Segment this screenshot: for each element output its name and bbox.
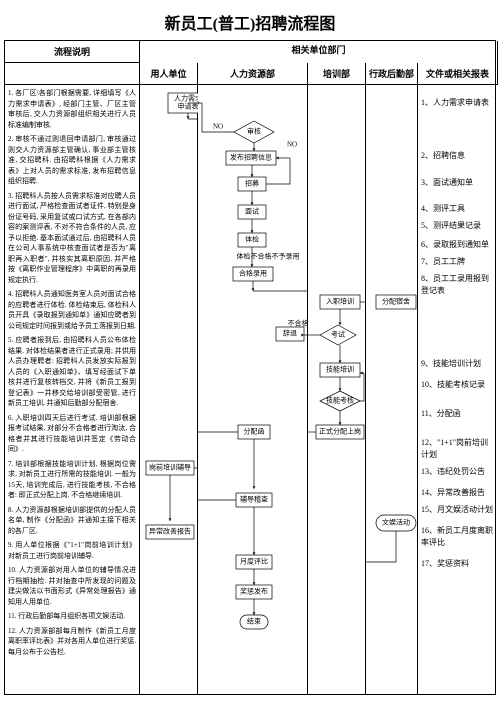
svg-text:面试: 面试 <box>245 207 259 216</box>
svg-text:人力需求: 人力需求 <box>174 94 198 103</box>
svg-text:招募: 招募 <box>245 179 259 188</box>
head-related: 相关单位部门 <box>140 41 498 63</box>
svg-text:正式分配上岗: 正式分配上岗 <box>319 427 361 436</box>
col-files: 1、人力需求申请表 2、招聘信息 3、面试通知单 4、测评工具 5、测评结果记录… <box>418 85 498 695</box>
svg-text:NO: NO <box>287 141 297 149</box>
svg-text:体检: 体检 <box>245 235 259 244</box>
svg-text:NO: NO <box>213 123 223 131</box>
head-flow-desc: 流程说明 <box>5 41 140 63</box>
svg-text:考试: 考试 <box>331 330 345 339</box>
col-training: 入职培训考试技能培训技能考核正式分配上岗 <box>308 85 366 695</box>
svg-text:奖惩发布: 奖惩发布 <box>240 587 268 596</box>
svg-text:结束: 结束 <box>247 617 261 626</box>
svg-text:发布招聘信息: 发布招聘信息 <box>230 153 272 162</box>
svg-text:岗前培训辅导: 岗前培训辅导 <box>149 463 191 472</box>
svg-text:不合格: 不合格 <box>288 319 309 328</box>
head-c3: 培训部 <box>308 63 366 85</box>
desc-col: 1. 各厂区\各部门根据需要, 详细填写《人力需求申请表》, 经部门主管、厂区主… <box>5 85 140 695</box>
svg-text:入职培训: 入职培训 <box>326 297 354 306</box>
svg-text:异常改善报告: 异常改善报告 <box>149 527 191 536</box>
head-c1: 用人单位 <box>140 63 198 85</box>
svg-text:技能培训: 技能培训 <box>326 365 354 374</box>
svg-text:分配宿舍: 分配宿舍 <box>382 297 410 306</box>
svg-text:审核: 审核 <box>247 127 261 136</box>
head-c2: 人力资源部 <box>198 63 308 85</box>
page-title: 新员工(普工)招聘流程图 <box>0 0 500 40</box>
svg-text:辅导稽查: 辅导稽查 <box>240 495 268 504</box>
col-hr: 审核发布招聘信息招募面试体检合格录用辞退分配函辅导稽查月度评比奖惩发布结束 NO N… <box>198 85 308 695</box>
svg-text:技能考核: 技能考核 <box>326 396 354 405</box>
head-c5: 文件或相关报表 <box>418 63 498 85</box>
head-spacer <box>5 63 140 85</box>
svg-text:月度评比: 月度评比 <box>240 557 268 566</box>
svg-text:分配函: 分配函 <box>244 427 265 436</box>
svg-text:体检不合格不予录用: 体检不合格不予录用 <box>237 252 300 261</box>
col-employer: 人力需求申请表岗前培训辅导异常改善报告 <box>140 85 198 695</box>
head-c4: 行政后勤部 <box>366 63 418 85</box>
svg-text:辞退: 辞退 <box>283 329 297 338</box>
svg-text:合格录用: 合格录用 <box>239 269 267 278</box>
svg-text:文娱活动: 文娱活动 <box>382 518 410 527</box>
main-grid: 流程说明 相关单位部门 用人单位 人力资源部 培训部 行政后勤部 文件或相关报表… <box>4 40 496 695</box>
col-admin: 分配宿舍文娱活动 <box>366 85 418 695</box>
